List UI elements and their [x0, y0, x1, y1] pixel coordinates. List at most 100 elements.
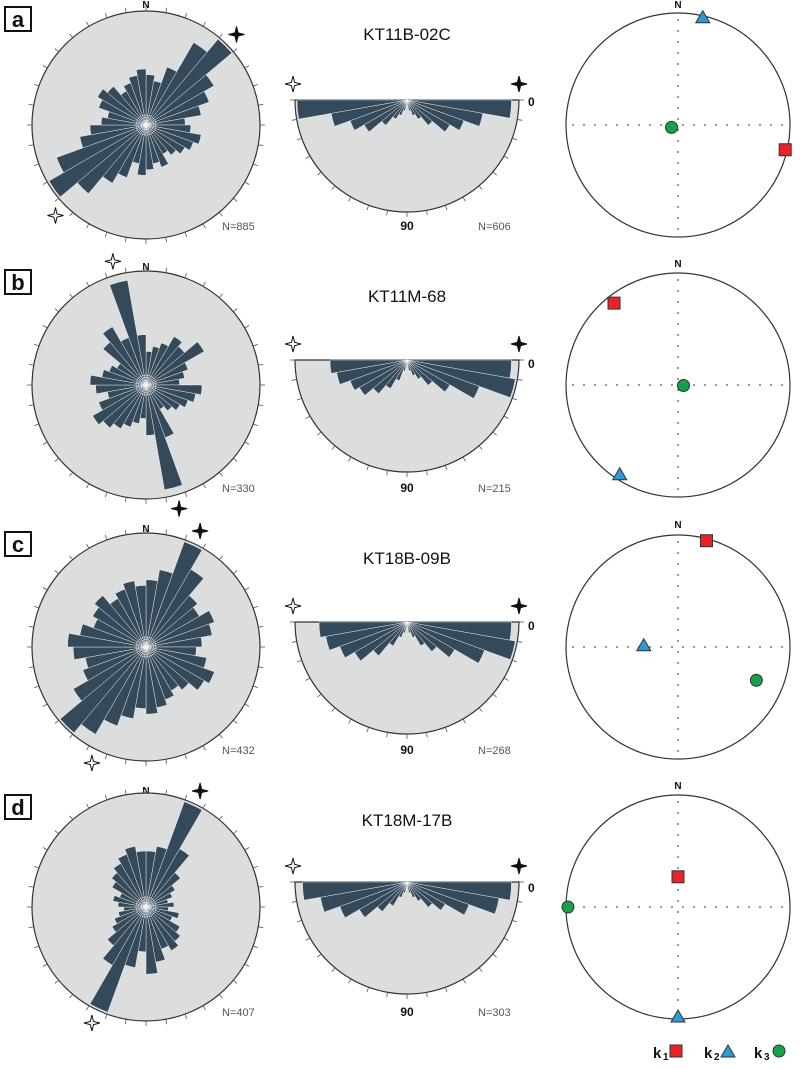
dip-rose-tick-a — [317, 171, 322, 176]
k2-axis-triangle-c — [635, 637, 652, 652]
strike-rose-tick-d — [28, 885, 34, 888]
strike-rose-petal-b — [145, 362, 189, 386]
strike-rose-petal-a — [97, 88, 147, 126]
strike-rose-tick-d — [218, 994, 223, 999]
dip-rose-tick-b — [492, 431, 497, 436]
strike-rose-tick-d — [124, 789, 127, 795]
dip-rose-tick-a — [331, 185, 336, 190]
strike-rose-tick-c — [244, 703, 250, 707]
strike-rose-tick-d — [258, 926, 264, 929]
dip-rose-tick-a — [426, 210, 428, 216]
dip-rose-tick-d — [426, 992, 428, 998]
strike-rose-tick-d — [28, 926, 34, 929]
dip-rose-tick-b — [317, 431, 322, 436]
strike-rose-tick-a — [124, 237, 127, 243]
strike-rose-petal-a — [145, 38, 233, 126]
strike-rose-petal-a — [145, 124, 202, 145]
strike-rose-tick-d — [165, 789, 168, 795]
strike-rose-petal-a — [145, 74, 215, 126]
strike-rose-tick-d — [252, 945, 258, 949]
panel-letter-a-text: a — [12, 7, 25, 32]
dip-rose-petal-b — [406, 359, 516, 398]
strike-rose-petal-c — [145, 569, 204, 648]
strike-rose-center-ring-c — [138, 639, 154, 655]
dip-rose-petal-a — [406, 99, 465, 131]
strike-rose-tick-b — [34, 343, 40, 347]
k3-axis-circle-a — [665, 120, 679, 134]
dip-ninety-label-b: 90 — [400, 481, 414, 495]
strike-rose-tick-d — [244, 847, 250, 851]
strike-rose-tick-b — [69, 293, 74, 298]
strike-rose-petal-c — [145, 623, 213, 648]
strike-rose-tick-d — [218, 815, 223, 820]
k1-axis-square-c — [699, 534, 713, 548]
legend-k1-sub: 1 — [663, 1052, 669, 1063]
dip-rose-petal-a — [406, 99, 451, 133]
strike-rose-petal-d — [145, 872, 181, 908]
strike-rose-tick-c — [86, 543, 90, 549]
strike-rose-tick-a — [202, 223, 206, 229]
dip-rose-tick-a — [348, 196, 352, 202]
legend-k1-text: k — [653, 1045, 662, 1062]
strike-rose-tick-b — [28, 363, 34, 366]
strike-rose-tick-a — [244, 181, 250, 185]
dip-rose-tick-d — [512, 919, 518, 923]
strike-rose-tick-c — [124, 759, 127, 765]
strike-count-d: N=407 — [222, 1007, 255, 1019]
strike-rose-petal-a — [79, 124, 147, 149]
strike-rose-tick-c — [42, 703, 48, 707]
dip-solid-star-icon-b — [510, 335, 528, 353]
strike-rose-petal-d — [145, 901, 175, 908]
legend-k3-sub: 3 — [764, 1052, 770, 1063]
strike-rose-tick-a — [28, 103, 34, 106]
dip-rose-tick-a — [366, 205, 370, 211]
dip-rose-tick-c — [305, 677, 311, 681]
dip-ninety-label-a: 90 — [400, 219, 414, 233]
strike-rose-tick-a — [233, 197, 238, 202]
dip-rose-tick-c — [426, 732, 428, 738]
legend-k3-circle-icon — [772, 1044, 786, 1058]
strike-rose-tick-d — [86, 1005, 90, 1011]
dip-rose-petal-a — [406, 99, 416, 116]
dip-rose-petal-d — [406, 881, 470, 916]
strike-rose-center-ring-c — [135, 636, 157, 658]
strike-rose-tick-a — [86, 21, 90, 27]
panel-letter-a: a — [4, 6, 32, 32]
dip-rose-tick-c — [317, 693, 322, 698]
strike-rose-tick-c — [54, 719, 59, 724]
strike-rose-petal-a — [56, 124, 147, 173]
strike-rose-tick-b — [69, 472, 74, 477]
dip-rose-petal-c — [406, 621, 416, 638]
strike-count-b: N=330 — [222, 483, 255, 495]
dip-rose-petal-b — [406, 359, 416, 376]
strike-rose-tick-b — [54, 457, 59, 462]
strike-rose-tick-c — [184, 535, 188, 541]
dip-rose-tick-b — [426, 470, 428, 476]
strike-rose-tick-b — [184, 273, 188, 279]
strike-rose-tick-c — [86, 745, 90, 751]
dip-rose-petal-a — [406, 99, 412, 112]
k1-axis-square-b — [607, 296, 621, 310]
dip-rose-tick-a — [296, 137, 302, 141]
strike-rose-tick-b — [258, 404, 264, 407]
dip-rose-tick-c — [348, 718, 352, 724]
strike-rose-tick-c — [258, 625, 264, 628]
strike-count-a: N=885 — [222, 221, 255, 233]
strike-rose-petal-b — [92, 384, 147, 425]
dip-rose-petal-c — [406, 621, 437, 652]
strike-rose-petal-d — [145, 848, 190, 908]
strike-rose-tick-c — [184, 753, 188, 759]
dip-rose-petal-c — [406, 621, 516, 660]
dip-rose-tick-b — [462, 456, 466, 462]
dip-rose-petal-c — [406, 621, 412, 634]
strike-rose-center-ring-c — [140, 641, 152, 653]
strike-rose-center-ring-d — [135, 896, 157, 918]
dip-ninety-label-c: 90 — [400, 743, 414, 757]
dip-zero-label-a: 0 — [528, 95, 535, 109]
legend-k2-text: k — [704, 1045, 713, 1062]
dip-rose-tick-d — [462, 978, 466, 984]
strike-rose-tick-a — [28, 144, 34, 147]
dip-rose-tick-d — [317, 953, 322, 958]
dip-rose-tick-b — [503, 415, 509, 419]
strike-rose-tick-c — [124, 529, 127, 535]
